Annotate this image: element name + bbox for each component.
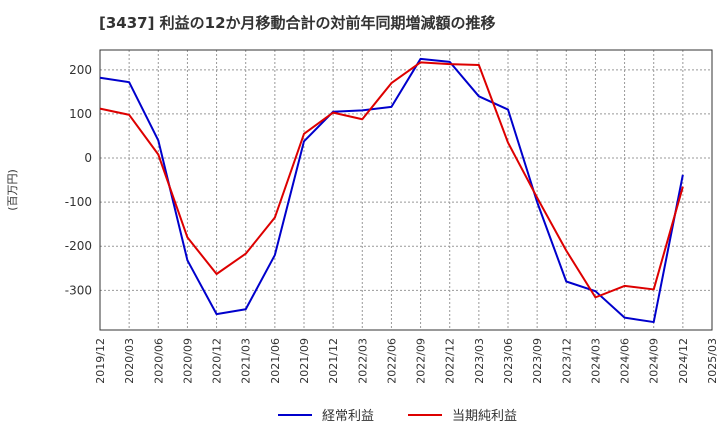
x-tick-label: 2022/09	[415, 338, 428, 384]
x-tick-label: 2023/12	[560, 338, 573, 384]
y-tick-label: 200	[69, 63, 92, 77]
x-tick-label: 2022/03	[356, 338, 369, 384]
y-tick-label: -300	[65, 283, 92, 297]
x-tick-label: 2025/03	[706, 338, 719, 384]
x-tick-label: 2023/09	[531, 338, 544, 384]
x-tick-label: 2023/06	[502, 338, 515, 384]
x-tick-label: 2019/12	[94, 338, 107, 384]
legend: 経常利益 当期純利益	[278, 409, 517, 424]
x-tick-label: 2023/03	[473, 338, 486, 384]
x-tick-label: 2022/06	[385, 338, 398, 384]
y-tick-label: 100	[69, 107, 92, 121]
y-tick-label: 0	[84, 151, 92, 165]
legend-label-1: 経常利益	[322, 409, 374, 424]
x-tick-label: 2024/09	[648, 338, 661, 384]
grid-layer	[100, 50, 712, 330]
x-tick-label: 2020/03	[123, 338, 136, 384]
chart-title: [3437] 利益の12か月移動合計の対前年同期増減額の推移	[99, 14, 496, 32]
series-line-1	[99, 57, 684, 324]
x-axis-ticks: 2019/12 2020/03 2020/06 2020/09 2020/12 2021/…	[94, 338, 719, 384]
x-tick-label: 2021/12	[327, 338, 340, 384]
x-tick-label: 2022/12	[444, 338, 457, 384]
plot-border	[99, 49, 713, 331]
series-line-2	[99, 61, 684, 299]
y-tick-label: -100	[65, 195, 92, 209]
x-tick-label: 2021/06	[269, 338, 282, 384]
y-tick-label: -200	[65, 239, 92, 253]
y-axis-label: (百万円)	[6, 169, 19, 211]
y-axis-ticks: 200 100 0 -100 -200 -300	[65, 63, 92, 297]
x-tick-label: 2020/12	[211, 338, 224, 384]
x-tick-label: 2024/12	[677, 338, 690, 384]
legend-label-2: 当期純利益	[452, 409, 517, 424]
x-tick-label: 2024/03	[589, 338, 602, 384]
x-tick-label: 2020/06	[152, 338, 165, 384]
series-layer	[99, 57, 684, 324]
x-tick-label: 2020/09	[181, 338, 194, 384]
x-tick-label: 2021/09	[298, 338, 311, 384]
x-tick-label: 2024/06	[619, 338, 632, 384]
x-tick-label: 2021/03	[240, 338, 253, 384]
